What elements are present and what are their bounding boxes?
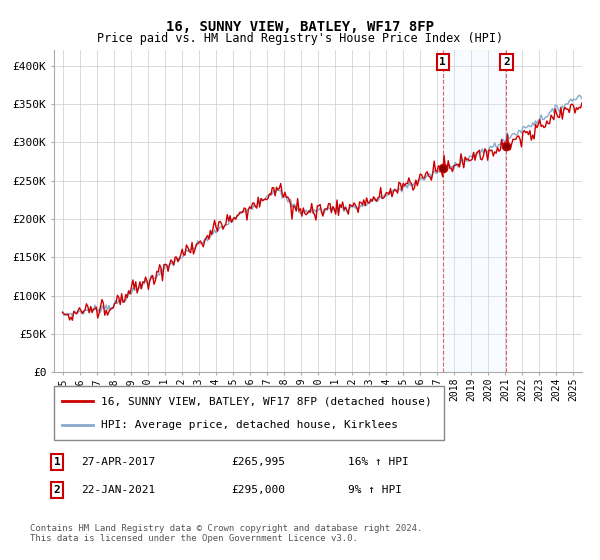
Text: HPI: Average price, detached house, Kirklees: HPI: Average price, detached house, Kirk…	[101, 419, 398, 430]
Text: £265,995: £265,995	[231, 457, 285, 467]
Text: Contains HM Land Registry data © Crown copyright and database right 2024.
This d: Contains HM Land Registry data © Crown c…	[30, 524, 422, 543]
Text: 16, SUNNY VIEW, BATLEY, WF17 8FP (detached house): 16, SUNNY VIEW, BATLEY, WF17 8FP (detach…	[101, 396, 431, 407]
FancyBboxPatch shape	[54, 386, 444, 440]
Text: 1: 1	[439, 57, 446, 67]
Text: 9% ↑ HPI: 9% ↑ HPI	[348, 485, 402, 495]
Text: 27-APR-2017: 27-APR-2017	[81, 457, 155, 467]
Text: 2: 2	[53, 485, 61, 495]
Text: 22-JAN-2021: 22-JAN-2021	[81, 485, 155, 495]
Text: 1: 1	[53, 457, 61, 467]
Text: £295,000: £295,000	[231, 485, 285, 495]
Text: 16% ↑ HPI: 16% ↑ HPI	[348, 457, 409, 467]
Text: 16, SUNNY VIEW, BATLEY, WF17 8FP: 16, SUNNY VIEW, BATLEY, WF17 8FP	[166, 20, 434, 34]
Text: 2: 2	[503, 57, 510, 67]
Text: Price paid vs. HM Land Registry's House Price Index (HPI): Price paid vs. HM Land Registry's House …	[97, 32, 503, 45]
Bar	[443, 50, 506, 372]
